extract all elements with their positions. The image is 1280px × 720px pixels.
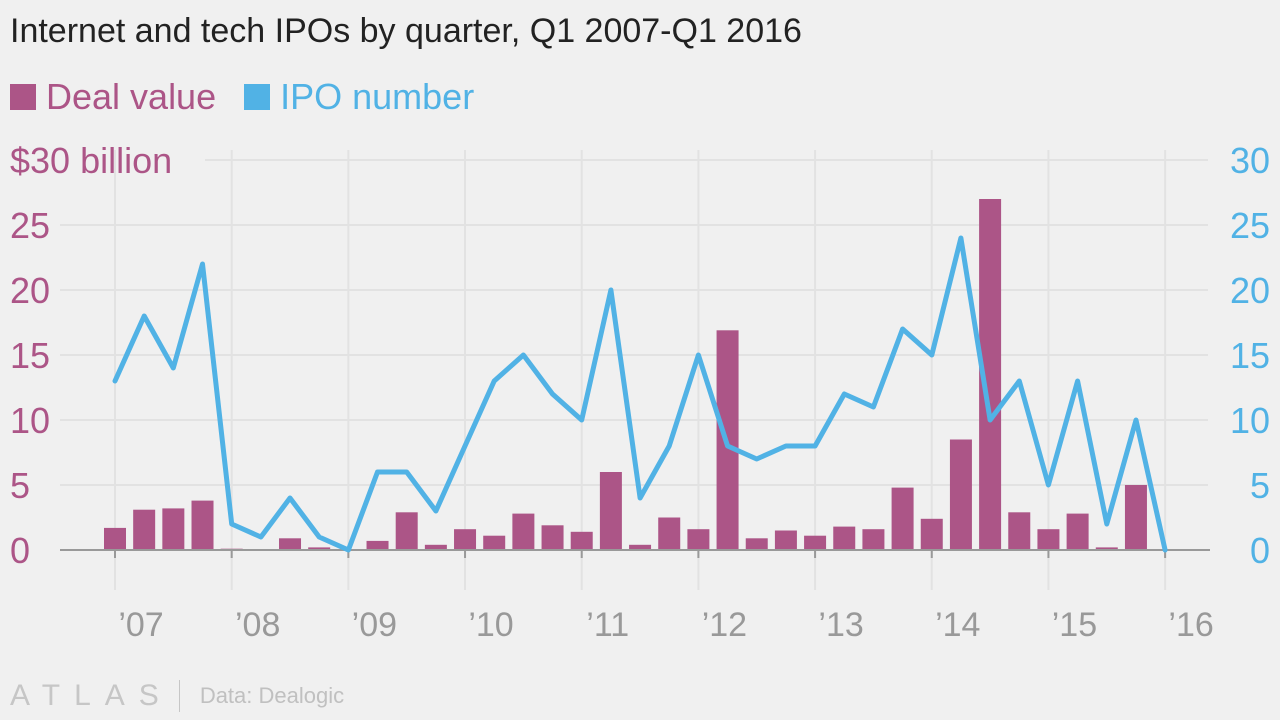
- y-right-tick-label-0: 0: [1250, 530, 1270, 571]
- legend-item-ipo-number: IPO number: [244, 76, 474, 118]
- y-left-tick-label-15: 15: [10, 335, 50, 376]
- bar-deal-value-Q1-2007: [104, 527, 126, 550]
- legend: Deal value IPO number: [10, 76, 502, 118]
- bar-deal-value-Q3-2008: [279, 538, 302, 550]
- data-source: Data: Dealogic: [199, 683, 345, 708]
- bar-deal-value-Q2-2007: [133, 509, 156, 550]
- footer: ATLAS Data: Dealogic: [0, 676, 600, 716]
- bar-deal-value-Q4-2011: [658, 517, 681, 550]
- bar-deal-value-Q1-2012: [687, 529, 710, 550]
- x-tick-label-9: ’16: [1168, 606, 1213, 644]
- legend-label-deal-value: Deal value: [46, 76, 217, 117]
- bar-deal-value-Q3-2011: [629, 544, 652, 550]
- y-left-tick-label-5: 5: [10, 465, 30, 506]
- bar-deal-value-Q2-2010: [483, 535, 506, 550]
- y-left-tick-label-25: 25: [10, 205, 50, 246]
- x-tick-label-3: ’10: [468, 606, 513, 644]
- bar-deal-value-Q1-2010: [454, 529, 477, 550]
- bar-deal-value-Q2-2009: [366, 540, 389, 550]
- y-right-tick-label-20: 20: [1230, 270, 1270, 311]
- bar-deal-value-Q4-2014: [1008, 512, 1031, 550]
- bar-deal-value-Q1-2015: [1037, 529, 1060, 550]
- bar-deal-value-Q1-2014: [920, 518, 943, 550]
- legend-swatch-ipo-number: [244, 84, 271, 110]
- bar-deal-value-Q1-2011: [570, 531, 593, 550]
- x-tick-label-1: ’08: [235, 606, 280, 644]
- x-tick-label-0: ’07: [118, 606, 163, 644]
- bar-deal-value-Q4-2012: [774, 530, 797, 550]
- x-tick-label-2: ’09: [352, 606, 397, 644]
- footer-divider: [178, 680, 180, 712]
- bar-deal-value-Q4-2007: [191, 500, 214, 550]
- x-tick-label-5: ’12: [702, 606, 747, 644]
- legend-item-deal-value: Deal value: [10, 76, 216, 118]
- bar-deal-value-Q3-2007: [162, 508, 185, 550]
- atlas-logo: ATLAS: [10, 679, 173, 712]
- y-left-tick-label-30: $30 billion: [10, 140, 172, 181]
- bar-deal-value-Q4-2015: [1124, 485, 1147, 550]
- bar-deal-value-Q4-2008: [308, 547, 331, 550]
- legend-label-ipo-number: IPO number: [280, 76, 475, 117]
- bar-deal-value-Q4-2013: [891, 487, 914, 550]
- bar-deal-value-Q2-2015: [1066, 513, 1089, 550]
- x-tick-label-7: ’14: [935, 606, 980, 644]
- y-right-tick-label-10: 10: [1230, 400, 1270, 441]
- y-right-tick-label-30: 30: [1230, 140, 1270, 181]
- y-right-tick-label-25: 25: [1230, 205, 1270, 246]
- bar-deal-value-Q3-2012: [745, 538, 768, 550]
- chart-title: Internet and tech IPOs by quarter, Q1 20…: [10, 12, 802, 50]
- line-ipo-number: [112, 235, 1168, 553]
- bar-deal-value-Q2-2011: [599, 472, 622, 550]
- x-tick-label-6: ’13: [818, 606, 863, 644]
- bar-deal-value-Q2-2014: [949, 439, 972, 550]
- bar-deal-value-Q1-2013: [804, 535, 827, 550]
- legend-swatch-deal-value: [10, 84, 36, 110]
- bar-deal-value-Q3-2010: [512, 513, 535, 550]
- x-tick-label-8: ’15: [1052, 606, 1097, 644]
- y-left-tick-label-0: 0: [10, 530, 30, 571]
- bar-deal-value-Q4-2009: [424, 544, 447, 550]
- bar-deal-value-Q4-2010: [541, 525, 564, 550]
- bar-deal-value-Q3-2015: [1095, 547, 1118, 550]
- bar-deal-value-Q2-2013: [833, 526, 856, 550]
- bar-deal-value-Q3-2014: [979, 199, 1002, 550]
- y-right-tick-label-5: 5: [1250, 465, 1270, 506]
- bar-deal-value-Q3-2009: [395, 512, 418, 550]
- x-tick-label-4: ’11: [586, 606, 629, 644]
- bar-deal-value-Q3-2013: [862, 529, 885, 550]
- y-left-tick-label-20: 20: [10, 270, 50, 311]
- y-right-tick-label-15: 15: [1230, 335, 1270, 376]
- y-left-tick-label-10: 10: [10, 400, 50, 441]
